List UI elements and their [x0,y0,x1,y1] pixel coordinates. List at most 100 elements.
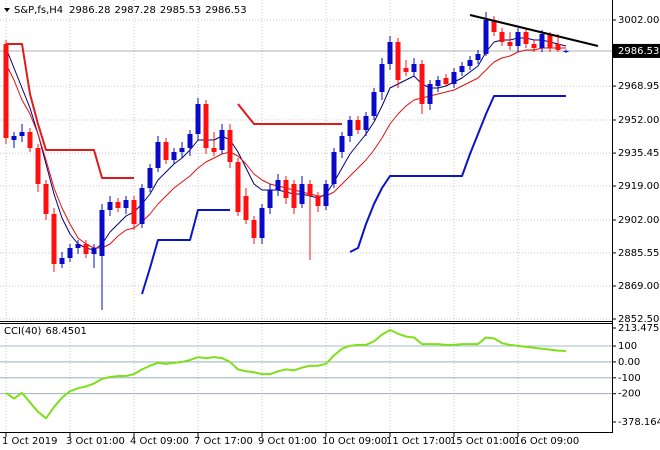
candle-body [27,132,33,148]
candle-body [387,42,393,64]
close-value: 2986.53 [205,5,246,16]
marks-layer [3,12,599,420]
candle-body [67,248,73,258]
candle-body [403,68,409,72]
last-price-box [613,43,660,58]
candle-body [531,44,537,48]
y2-tick-label: 100 [618,341,637,352]
candle-body [115,202,121,208]
candle-body [211,148,217,152]
candle-body [251,220,257,238]
candle-body [483,20,489,54]
x-tick-label: 4 Oct 09:00 [130,436,189,447]
candle-body [323,184,329,206]
lower-level [141,95,566,295]
candle-body [11,136,17,140]
candle-body [75,244,81,248]
chart-header: S&P,fs,H4 2986.28 2987.28 2985.53 2986.53 [14,5,247,16]
candle-body [187,134,193,148]
candle-body [51,214,57,264]
cci-title: CCI(40) [4,326,42,337]
y-tick-label: 2935.45 [618,148,659,159]
x-tick-label: 1 Oct 2019 [2,436,57,447]
candle-body [235,162,241,212]
cci-value: 68.4501 [45,326,86,337]
candle-body [83,244,89,254]
x-tick-label: 10 Oct 09:00 [322,436,387,447]
candle-body [339,136,345,152]
candle-body [539,34,545,48]
candle-body [355,120,361,130]
candle-body [299,184,305,204]
candle-body [475,54,481,60]
y-tick-label: 3002.00 [618,15,659,26]
candle-body [171,152,177,160]
candle-body [155,142,161,168]
candle-body [555,44,561,50]
candle-body [307,184,313,196]
y2-tick-label: -378.1644 [618,417,660,428]
high-value: 2987.28 [115,5,156,16]
candle-body [523,32,529,44]
candle-body [411,64,417,72]
candle-body [195,104,201,134]
candle-body [243,196,249,220]
y2-tick-label: 0.00 [618,357,640,368]
candle-body [91,248,97,254]
x-tick-label: 11 Oct 17:00 [386,436,451,447]
candle-body [363,116,369,130]
candle-body [3,44,9,138]
candle-body [443,78,449,84]
candle-body [507,42,513,46]
candle-body [59,258,65,264]
candle-body [19,132,25,136]
y2-tick-label: -200 [618,389,641,400]
candle-body [283,180,289,198]
candle-body [459,66,465,72]
candle-body [219,130,225,150]
candle-body [395,42,401,80]
candle-body [147,168,153,188]
candle-body [275,180,281,190]
candle-body [315,196,321,206]
candle-body [515,32,521,46]
y-tick-label: 2902.00 [618,215,659,226]
y-tick-label: 2968.95 [618,81,659,92]
y-tick-label: 2952.00 [618,115,659,126]
candle-body [179,148,185,152]
x-tick-label: 9 Oct 01:00 [258,436,317,447]
candle-body [35,148,41,184]
candle-body [451,72,457,84]
low-value: 2985.53 [160,5,201,16]
x-tick-label: 15 Oct 01:00 [450,436,515,447]
candle-body [331,152,337,184]
cci-line [5,328,567,420]
candle-body [491,20,497,32]
candle-body [435,80,441,86]
menu-arrow[interactable] [4,8,10,12]
candle-body [419,64,425,104]
candle-body [427,84,433,104]
candle-body [227,130,233,162]
y2-tick-label: 213.4753 [618,323,660,334]
y-tick-label: 2885.55 [618,248,659,259]
x-tick-label: 3 Oct 01:00 [66,436,125,447]
y-tick-label: 2852.50 [618,314,659,325]
candle-body [347,120,353,136]
candle-body [259,208,265,238]
upper-level [6,43,342,179]
y-tick-label: 2919.00 [618,181,659,192]
cci-header: CCI(40) 68.4501 [4,326,87,337]
x-tick-label: 16 Oct 09:00 [514,436,579,447]
y2-tick-label: -100 [618,373,641,384]
candle-body [291,184,297,208]
candle-body [379,64,385,92]
y-tick-label: 2869.00 [618,281,659,292]
candle-body [467,60,473,66]
candle-body [139,188,145,224]
candle-body [99,210,105,256]
open-value: 2986.28 [69,5,110,16]
candle-body [43,184,49,214]
